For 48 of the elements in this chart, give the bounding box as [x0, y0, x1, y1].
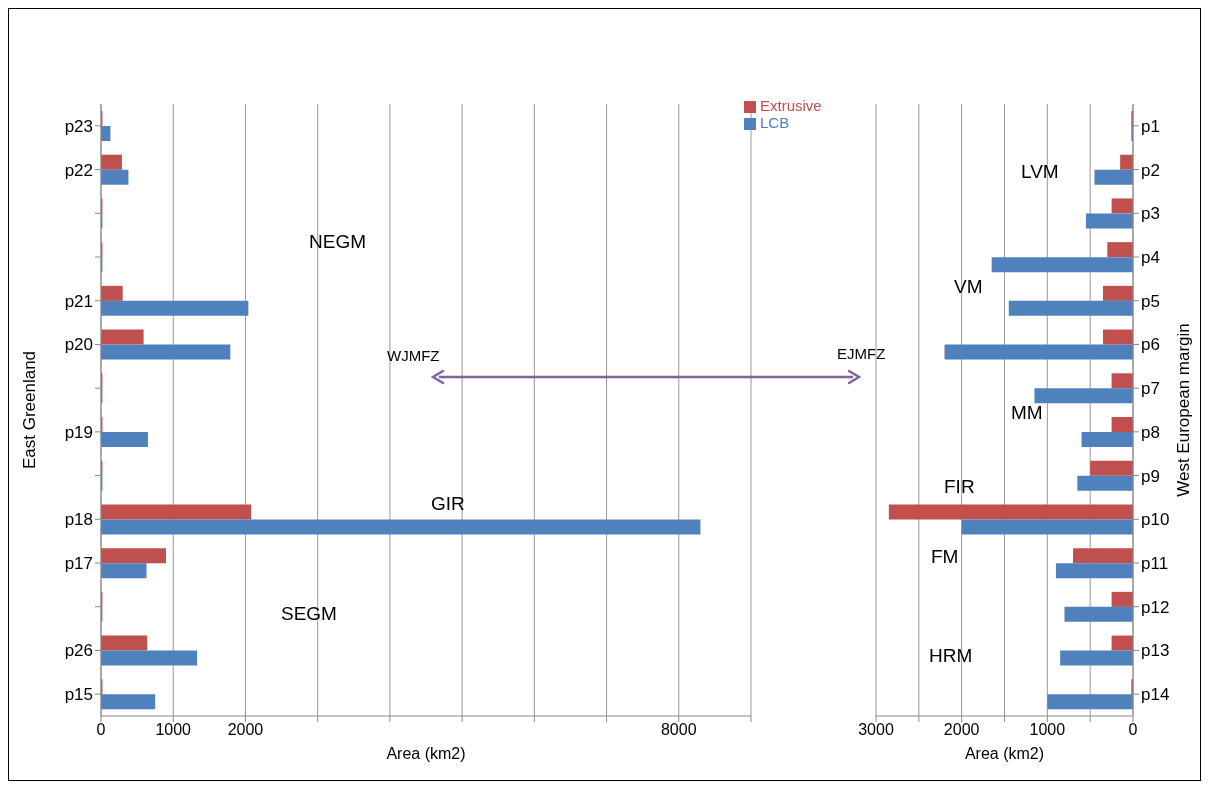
y-tick-label: p20 [64, 335, 93, 355]
y-tick-label: p15 [64, 685, 93, 705]
y-tick-label: p13 [1141, 641, 1170, 661]
y-tick-label: p22 [64, 160, 93, 180]
x-tick-label: 0 [1128, 721, 1138, 739]
y-tick-label: p10 [1141, 510, 1170, 530]
y-tick-label: p21 [64, 291, 93, 311]
y-tick-label: p18 [64, 510, 93, 530]
y-tick-label: p9 [1141, 466, 1160, 486]
annotation: EJMFZ [837, 345, 886, 362]
y-tick-label: p11 [1141, 554, 1169, 574]
y-tick-label: p3 [1141, 204, 1160, 224]
y-tick-label: p2 [1141, 160, 1160, 180]
x-tick-label: 1000 [1029, 721, 1066, 739]
y-tick-label: p5 [1141, 291, 1160, 311]
x-tick-label: 8000 [660, 721, 697, 739]
x-axis-title: Area (km2) [386, 745, 466, 763]
x-axis-title: Area (km2) [964, 745, 1045, 763]
legend-label: LCB [760, 114, 790, 131]
y-tick-label: p26 [64, 641, 93, 661]
x-tick-label: 1000 [155, 721, 192, 739]
x-tick-label: 2000 [227, 721, 264, 739]
annotation: WJMFZ [387, 347, 440, 364]
y-tick-label: p7 [1141, 379, 1160, 399]
legend-label: Extrusive [760, 97, 822, 114]
y-tick-label: p14 [1141, 685, 1170, 705]
y-tick-label: p19 [64, 422, 93, 442]
annotation: LVM [1021, 161, 1059, 183]
annotation: NEGM [309, 231, 366, 253]
x-tick-label: 2000 [943, 721, 980, 739]
annotation: SEGM [281, 603, 337, 625]
annotation: GIR [431, 493, 465, 515]
y-tick-label: p8 [1141, 422, 1160, 442]
y-axis-title: West European margin [1174, 323, 1194, 497]
y-tick-label: p17 [64, 554, 93, 574]
y-axis-title: East Greenland [20, 350, 40, 470]
y-tick-label: p4 [1141, 248, 1160, 268]
y-tick-label: p6 [1141, 335, 1160, 355]
annotation: FM [931, 546, 959, 568]
y-tick-label: p1 [1141, 116, 1160, 136]
annotation: VM [954, 276, 983, 298]
y-tick-label: p12 [1141, 597, 1170, 617]
annotation: MM [1011, 402, 1043, 424]
annotation: HRM [929, 645, 973, 667]
x-tick-label: 0 [96, 721, 106, 739]
annotation: FIR [944, 476, 975, 498]
x-tick-label: 3000 [858, 721, 894, 739]
y-tick-label: p23 [64, 116, 93, 136]
